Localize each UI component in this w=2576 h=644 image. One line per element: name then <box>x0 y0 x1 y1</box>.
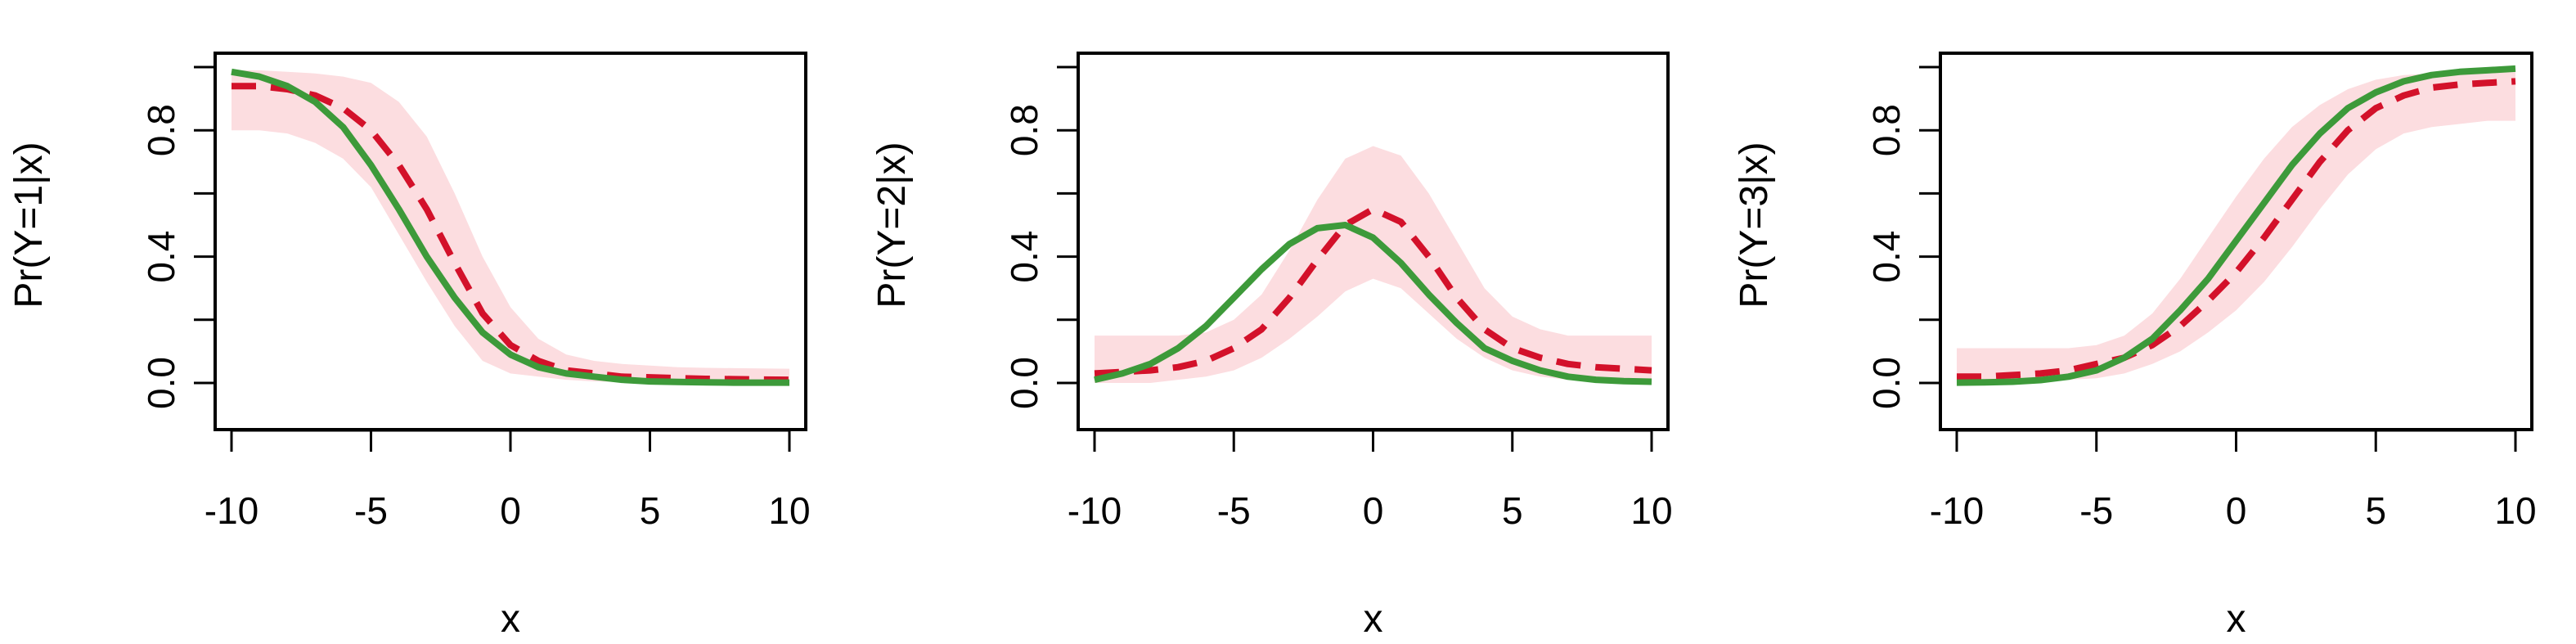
y-axis-title: Pr(Y=2|x) <box>870 142 914 308</box>
x-tick-label: 5 <box>640 489 661 532</box>
x-tick-label: -10 <box>1930 489 1984 532</box>
y-tick-label: 0.8 <box>140 104 182 156</box>
y-tick-label: 0.0 <box>140 357 182 409</box>
y-tick-label: 0.4 <box>1865 231 1908 283</box>
x-tick-label: -5 <box>1217 489 1251 532</box>
y-tick-label: 0.8 <box>1003 104 1045 156</box>
x-axis-title: x <box>1364 597 1383 641</box>
confidence-band <box>1095 146 1652 383</box>
series-line-solid <box>231 68 789 386</box>
y-tick-label: 0.4 <box>1003 231 1045 283</box>
x-tick-label: 5 <box>2365 489 2386 532</box>
x-tick-label: 10 <box>1630 489 1672 532</box>
x-tick-label: 0 <box>1363 489 1384 532</box>
x-tick-label: 5 <box>1502 489 1523 532</box>
panel-2: -10 -5 0 5 10 0.0 0.4 0.8 x Pr(Y=2|x) <box>870 52 1673 641</box>
y-tick-label: 0.8 <box>1865 104 1908 156</box>
series-line-dashed <box>1957 78 2516 381</box>
panel-1: -10 -5 0 5 10 0.0 0.4 0.8 x Pr(Y=1|x) <box>7 52 811 641</box>
x-tick-label: 0 <box>2226 489 2247 532</box>
x-axis-title: x <box>2227 597 2246 641</box>
confidence-band <box>1957 70 2515 384</box>
x-tick-label: -10 <box>1068 489 1122 532</box>
confidence-band <box>232 70 789 383</box>
x-tick-label: -5 <box>2079 489 2113 532</box>
series-line-solid <box>1094 222 1652 385</box>
y-tick-label: 0.4 <box>140 231 182 283</box>
y-axis-title: Pr(Y=1|x) <box>7 142 51 308</box>
y-axis-title: Pr(Y=3|x) <box>1733 142 1776 308</box>
x-tick-label: 0 <box>500 489 521 532</box>
x-tick-label: 10 <box>768 489 810 532</box>
y-tick-label: 0.0 <box>1865 357 1908 409</box>
series-line-dashed <box>232 83 790 384</box>
x-tick-label: -5 <box>354 489 388 532</box>
x-axis-title: x <box>501 597 520 641</box>
panel-3: -10 -5 0 5 10 0.0 0.4 0.8 x Pr(Y=3|x) <box>1733 52 2537 641</box>
series-line-solid <box>1956 65 2516 386</box>
series-line-dashed <box>1094 205 1652 377</box>
y-tick-label: 0.0 <box>1003 357 1045 409</box>
x-tick-label: 10 <box>2494 489 2536 532</box>
x-tick-label: -10 <box>205 489 258 532</box>
